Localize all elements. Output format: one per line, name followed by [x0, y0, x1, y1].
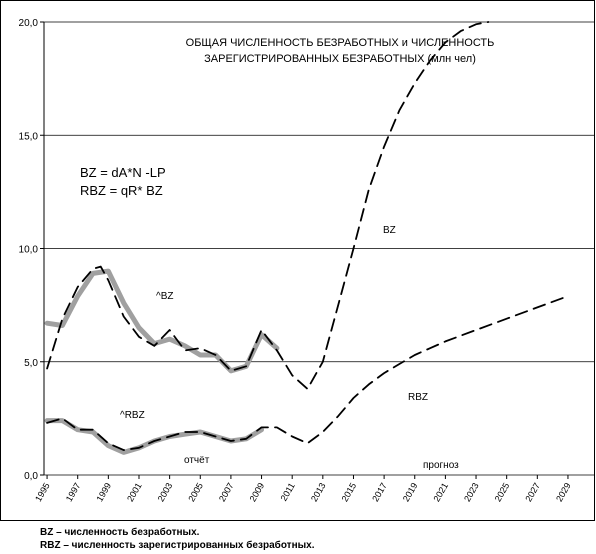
x-tick-label: 2003: [156, 481, 175, 503]
series-line: [44, 418, 264, 455]
x-tick-label: 1999: [94, 481, 113, 503]
footnote: BZ – численность безработных.: [40, 527, 200, 538]
y-tick-label: 0,0: [24, 471, 38, 482]
x-tick-label: 1997: [64, 481, 83, 503]
footnotes: BZ – численность безработных. RBZ – числ…: [40, 526, 315, 552]
annotation: BZ: [383, 225, 396, 236]
x-tick-label: 2009: [248, 481, 267, 503]
chart: ОБЩАЯ ЧИСЛЕННОСТЬ БЕЗРАБОТНЫХ и ЧИСЛЕННО…: [0, 0, 595, 521]
frame: [0, 0, 595, 521]
annotation: ^BZ: [156, 291, 173, 302]
x-tick-label: 1995: [33, 481, 52, 503]
x-tick-label: 2023: [462, 481, 481, 503]
annotation: прогноз: [423, 460, 459, 471]
x-tick-label: 2013: [309, 481, 328, 503]
x-tick-label: 2015: [340, 481, 359, 503]
x-tick-label: 2029: [554, 481, 573, 503]
chart-title: ОБЩАЯ ЧИСЛЕННОСТЬ БЕЗРАБОТНЫХ и ЧИСЛЕННО…: [186, 37, 495, 49]
formula: BZ = dA*N -LP: [80, 165, 166, 180]
x-tick-label: 2019: [401, 481, 420, 503]
formula: RBZ = qR* BZ: [80, 183, 163, 198]
footnote: RBZ – численность зарегистрированных без…: [40, 540, 315, 551]
chart-title: ЗАРЕГИСТРИРОВАННЫХ БЕЗРАБОТНЫХ (млн чел): [204, 53, 476, 65]
annotation: отчёт: [184, 455, 210, 466]
x-tick-label: 2001: [125, 481, 144, 503]
y-tick-label: 15,0: [19, 131, 39, 142]
y-tick-label: 20,0: [19, 18, 39, 29]
series-line: [46, 21, 490, 390]
series-line: [44, 268, 280, 374]
x-tick-label: 2007: [217, 481, 236, 503]
series-line: [46, 295, 569, 452]
x-tick-label: 2021: [431, 481, 450, 503]
x-tick-label: 2025: [493, 481, 512, 503]
x-tick-label: 2005: [186, 481, 205, 503]
x-tick-label: 2017: [370, 481, 389, 503]
x-tick-label: 2027: [523, 481, 542, 503]
y-tick-label: 10,0: [19, 245, 39, 256]
annotation: ^RBZ: [120, 410, 145, 421]
x-tick-label: 2011: [279, 481, 297, 503]
annotation: RBZ: [408, 392, 428, 403]
y-tick-label: 5,0: [24, 358, 38, 369]
